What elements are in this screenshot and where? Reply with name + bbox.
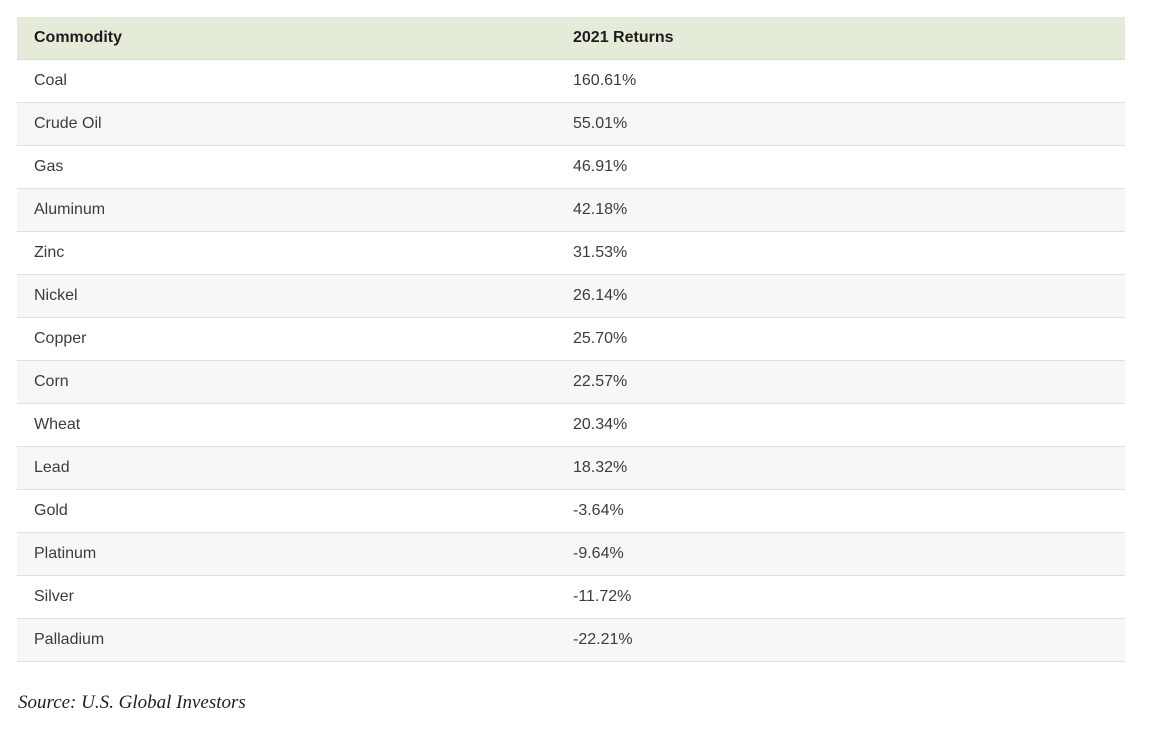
commodity-cell: Crude Oil (34, 115, 102, 132)
table-row: Coal 160.61% (17, 60, 1125, 103)
commodity-returns-table: Commodity 2021 Returns Coal 160.61% Crude … (17, 17, 1125, 662)
returns-cell: 160.61% (573, 72, 637, 89)
table-row: Copper 25.70% (17, 318, 1125, 361)
returns-cell: -3.64% (573, 502, 624, 519)
table-row: Zinc 31.53% (17, 232, 1125, 275)
table-row: Aluminum 42.18% (17, 189, 1125, 232)
table-row: Gold -3.64% (17, 490, 1125, 533)
table-row: Gas 46.91% (17, 146, 1125, 189)
returns-cell: 20.34% (573, 416, 628, 433)
table-row: Corn 22.57% (17, 361, 1125, 404)
commodity-cell: Platinum (34, 545, 97, 562)
returns-cell: 22.57% (573, 373, 628, 390)
returns-cell: -9.64% (573, 545, 624, 562)
commodity-cell: Corn (34, 373, 69, 390)
column-header-2021-returns: 2021 Returns (573, 29, 674, 46)
table-row: Nickel 26.14% (17, 275, 1125, 318)
commodity-cell: Wheat (34, 416, 81, 433)
returns-cell: -11.72% (573, 588, 632, 605)
commodity-cell: Coal (34, 72, 67, 89)
table-row: Wheat 20.34% (17, 404, 1125, 447)
commodity-cell: Nickel (34, 287, 78, 304)
source-attribution: Source: U.S. Global Investors (18, 692, 246, 713)
table-header-row: Commodity 2021 Returns (17, 17, 1125, 60)
table-row: Lead 18.32% (17, 447, 1125, 490)
returns-cell: -22.21% (573, 631, 633, 648)
commodity-cell: Aluminum (34, 201, 106, 218)
returns-cell: 18.32% (573, 459, 628, 476)
column-header-commodity: Commodity (34, 29, 122, 46)
returns-cell: 55.01% (573, 115, 628, 132)
commodity-cell: Palladium (34, 631, 105, 648)
returns-cell: 26.14% (573, 287, 628, 304)
commodity-cell: Gas (34, 158, 64, 175)
table-row: Platinum -9.64% (17, 533, 1125, 576)
returns-cell: 31.53% (573, 244, 628, 261)
commodity-cell: Silver (34, 588, 75, 605)
table-row: Crude Oil 55.01% (17, 103, 1125, 146)
returns-cell: 25.70% (573, 330, 628, 347)
table-row: Palladium -22.21% (17, 619, 1125, 662)
commodity-cell: Gold (34, 502, 68, 519)
table-body: Coal 160.61% Crude Oil 55.01% Gas 46.91% Alumi… (17, 60, 1125, 662)
commodity-cell: Lead (34, 459, 70, 476)
returns-cell: 42.18% (573, 201, 628, 218)
commodity-cell: Zinc (34, 244, 65, 261)
commodity-cell: Copper (34, 330, 87, 347)
returns-cell: 46.91% (573, 158, 628, 175)
table-row: Silver -11.72% (17, 576, 1125, 619)
